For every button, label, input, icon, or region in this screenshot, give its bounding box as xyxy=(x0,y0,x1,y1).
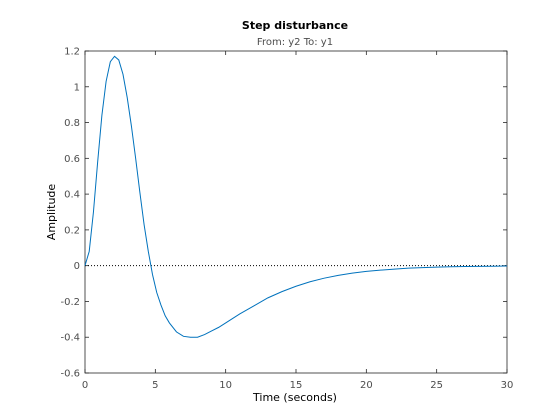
x-tick-label: 15 xyxy=(290,380,303,391)
y-tick-label: 0.6 xyxy=(64,154,80,165)
y-tick-label: 1.2 xyxy=(64,47,80,58)
plot-frame xyxy=(84,50,508,374)
y-tick-label: 1 xyxy=(74,82,80,93)
y-tick-label: 0.4 xyxy=(64,190,80,201)
x-tick-label: 10 xyxy=(219,380,232,391)
x-tick-label: 0 xyxy=(82,380,88,391)
y-tick-label: -0.2 xyxy=(60,297,80,308)
chart-title: Step disturbance xyxy=(242,19,348,32)
series-line xyxy=(84,55,508,338)
chart-subtitle: From: y2 To: y1 xyxy=(257,37,333,48)
x-axis: 0 5 10 15 20 25 30 xyxy=(82,51,514,391)
y-tick-label: -0.6 xyxy=(60,369,80,380)
y-tick-label: 0.2 xyxy=(64,225,80,236)
y-tick-label: 0.8 xyxy=(64,118,80,129)
x-tick-label: 5 xyxy=(152,380,158,391)
x-tick-label: 25 xyxy=(430,380,443,391)
plot-area xyxy=(84,50,508,374)
y-tick-label: -0.4 xyxy=(60,333,80,344)
x-tick-label: 20 xyxy=(360,380,373,391)
y-tick-label: 0 xyxy=(74,261,80,272)
x-axis-label: Time (seconds) xyxy=(252,391,337,404)
x-tick-label: 30 xyxy=(501,380,514,391)
y-axis-label: Amplitude xyxy=(45,184,58,241)
